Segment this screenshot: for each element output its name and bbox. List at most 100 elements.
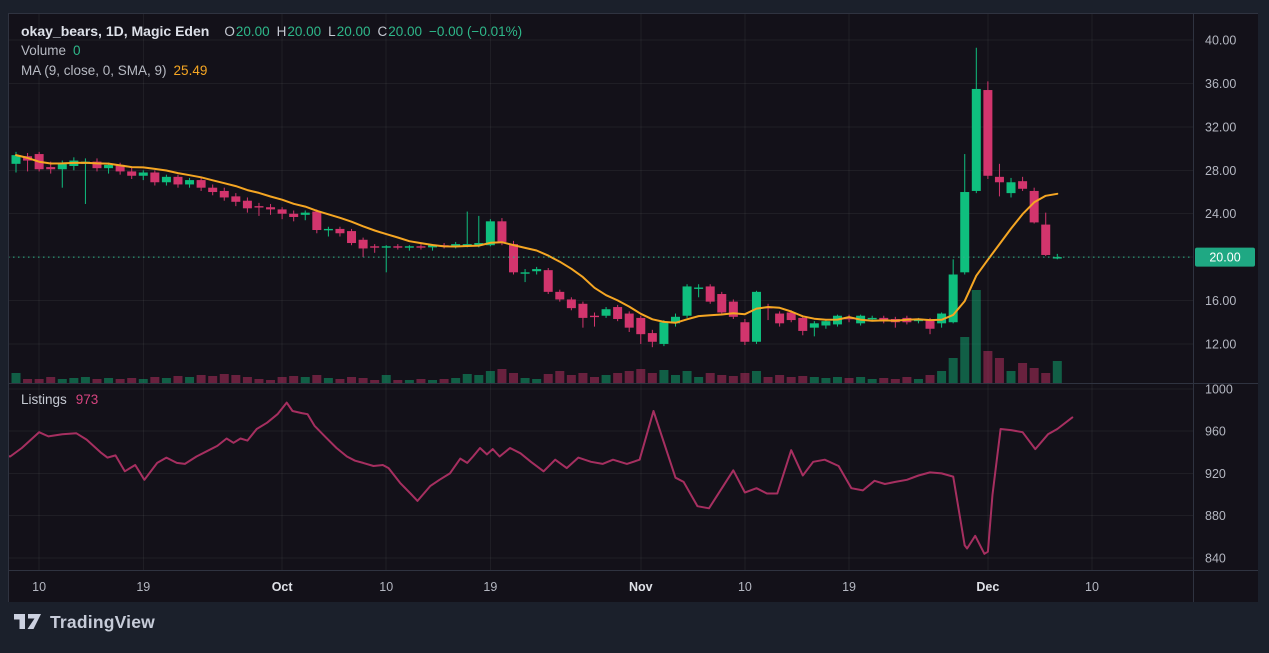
- candle-body[interactable]: [844, 317, 854, 320]
- candle-body[interactable]: [555, 291, 565, 300]
- candle-body[interactable]: [659, 322, 669, 344]
- candle-body[interactable]: [185, 180, 195, 185]
- time-tick-label: 19: [136, 580, 150, 594]
- candle-body[interactable]: [740, 322, 750, 342]
- volume-bar: [208, 376, 218, 383]
- legend-symbol-row[interactable]: okay_bears, 1D, Magic Eden O 20.00 H 20.00…: [21, 21, 522, 41]
- volume-bar: [300, 377, 310, 383]
- candle-body[interactable]: [775, 313, 785, 324]
- candle-body[interactable]: [451, 244, 461, 247]
- candle-body[interactable]: [115, 164, 125, 172]
- candle-body[interactable]: [347, 231, 357, 244]
- candle-body[interactable]: [462, 244, 472, 246]
- candle-body[interactable]: [231, 196, 241, 202]
- candle-body[interactable]: [485, 221, 495, 246]
- candle-body[interactable]: [161, 176, 171, 183]
- volume-bar: [115, 379, 125, 383]
- candle-body[interactable]: [393, 246, 403, 248]
- candle-body[interactable]: [705, 286, 715, 302]
- candle-body[interactable]: [1052, 257, 1062, 259]
- candle-body[interactable]: [404, 246, 414, 248]
- candle-body[interactable]: [1029, 190, 1039, 223]
- candle-body[interactable]: [821, 321, 831, 326]
- candle-body[interactable]: [798, 317, 808, 331]
- candle-body[interactable]: [150, 172, 160, 183]
- candle-body[interactable]: [289, 213, 299, 217]
- candle-body[interactable]: [416, 246, 426, 248]
- listings-line[interactable]: [0, 401, 1074, 555]
- candle-body[interactable]: [520, 272, 530, 274]
- candle-body[interactable]: [428, 245, 438, 248]
- candle-body[interactable]: [335, 228, 345, 234]
- candle-body[interactable]: [277, 209, 287, 214]
- candle-body[interactable]: [219, 190, 229, 198]
- candle-body[interactable]: [1018, 181, 1028, 189]
- candle-body[interactable]: [11, 155, 21, 164]
- candle-body[interactable]: [532, 269, 542, 272]
- legend-volume-row[interactable]: Volume 0: [21, 41, 522, 61]
- candle-body[interactable]: [636, 317, 646, 335]
- candle-body[interactable]: [381, 246, 391, 248]
- candle-body[interactable]: [925, 320, 935, 329]
- legend-listings-row[interactable]: Listings 973: [21, 392, 98, 407]
- candle-body[interactable]: [994, 176, 1004, 183]
- tradingview-logo-link[interactable]: TradingView: [13, 611, 155, 633]
- candle-body[interactable]: [300, 212, 310, 215]
- candle-body[interactable]: [971, 88, 981, 191]
- candle-body[interactable]: [1041, 224, 1051, 255]
- candle-body[interactable]: [937, 313, 947, 324]
- candle-body[interactable]: [127, 171, 137, 176]
- candle-body[interactable]: [254, 206, 264, 208]
- candle-body[interactable]: [867, 317, 877, 320]
- candle-body[interactable]: [46, 167, 56, 170]
- candle-body[interactable]: [497, 221, 507, 242]
- candle-body[interactable]: [682, 286, 692, 316]
- candle-body[interactable]: [1006, 182, 1016, 194]
- time-axis[interactable]: 10 19 Oct 10 19 Nov 10 19 Dec 10: [32, 580, 1099, 594]
- volume-bar: [751, 371, 761, 383]
- candle-body[interactable]: [647, 333, 657, 342]
- candle-body[interactable]: [960, 192, 970, 273]
- candle-body[interactable]: [751, 291, 761, 342]
- candle-body[interactable]: [543, 270, 553, 292]
- candle-body[interactable]: [694, 287, 704, 289]
- candle-body[interactable]: [358, 239, 368, 249]
- price-axis[interactable]: 40.0036.0032.0028.0024.0020.0016.0012.00…: [1205, 34, 1236, 566]
- candle-body[interactable]: [312, 211, 322, 231]
- legend-ma-row[interactable]: MA (9, close, 0, SMA, 9) 25.49: [21, 61, 522, 81]
- candle-body[interactable]: [138, 172, 148, 176]
- candle-body[interactable]: [809, 323, 819, 328]
- candle-body[interactable]: [208, 187, 218, 193]
- volume-bar: [682, 371, 692, 383]
- volume-bar: [439, 379, 449, 383]
- candle-body[interactable]: [509, 244, 519, 273]
- candle-body[interactable]: [104, 164, 114, 169]
- candle-body[interactable]: [474, 243, 484, 246]
- tradingview-logo-text: TradingView: [50, 611, 155, 632]
- candle-body[interactable]: [983, 90, 993, 176]
- candle-body[interactable]: [948, 274, 958, 323]
- candle-body[interactable]: [92, 161, 102, 169]
- candle-body[interactable]: [590, 315, 599, 318]
- listings-value: 973: [75, 392, 99, 407]
- candle-body[interactable]: [266, 207, 276, 210]
- candle-body[interactable]: [370, 246, 380, 248]
- candle-body[interactable]: [601, 309, 611, 316]
- candle-body[interactable]: [728, 301, 738, 317]
- candle-body[interactable]: [786, 312, 796, 321]
- candle-body[interactable]: [323, 228, 333, 231]
- candle-body[interactable]: [57, 162, 67, 170]
- candle-body[interactable]: [624, 313, 634, 328]
- candle-body[interactable]: [613, 307, 623, 319]
- ma-line[interactable]: [15, 154, 1059, 324]
- candle-body[interactable]: [879, 317, 889, 321]
- candle-body[interactable]: [173, 176, 183, 185]
- candle-body[interactable]: [670, 316, 680, 324]
- candle-body[interactable]: [242, 200, 252, 209]
- candle-body[interactable]: [566, 299, 576, 309]
- candle-body[interactable]: [196, 180, 206, 188]
- volume-bar: [624, 371, 634, 383]
- candle-body[interactable]: [578, 303, 588, 318]
- candle-body[interactable]: [717, 294, 727, 313]
